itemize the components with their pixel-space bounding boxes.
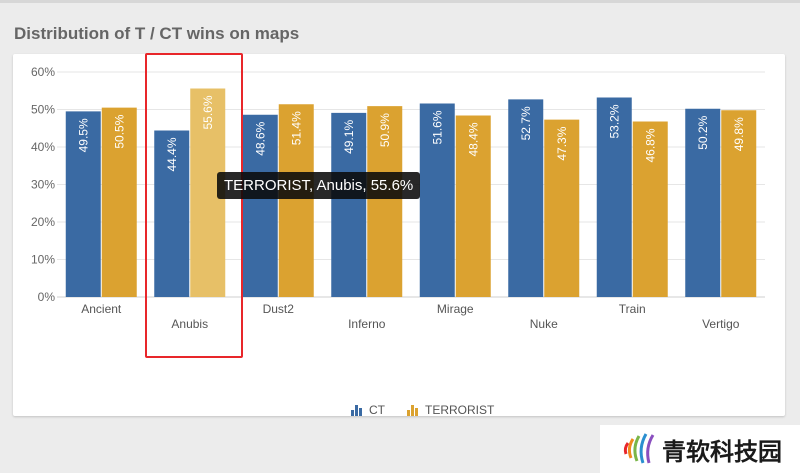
watermark: 青软科技园 bbox=[600, 425, 800, 473]
bar-chart-icon bbox=[407, 404, 419, 416]
data-label: 55.6% bbox=[201, 95, 215, 129]
data-label: 53.2% bbox=[607, 104, 621, 138]
data-label: 50.9% bbox=[378, 113, 392, 147]
x-tick-label: Vertigo bbox=[702, 317, 740, 331]
bar-ct-mirage bbox=[419, 103, 455, 297]
bar-terrorist-vertigo bbox=[721, 110, 757, 297]
chart-tooltip: TERRORIST, Anubis, 55.6% bbox=[217, 172, 421, 199]
bar-terrorist-train bbox=[632, 121, 668, 297]
data-label: 49.5% bbox=[76, 118, 90, 152]
watermark-text: 青软科技园 bbox=[662, 438, 782, 466]
legend-label-ct: CT bbox=[369, 403, 385, 417]
x-tick-label: Anubis bbox=[171, 317, 208, 331]
x-tick-label: Nuke bbox=[530, 317, 558, 331]
data-label: 44.4% bbox=[165, 137, 179, 171]
legend-label-terrorist: TERRORIST bbox=[425, 403, 495, 417]
bar-ct-nuke bbox=[508, 99, 544, 297]
x-tick-label: Dust2 bbox=[263, 302, 295, 316]
y-tick-label: 30% bbox=[31, 178, 55, 192]
y-tick-label: 0% bbox=[38, 290, 56, 304]
data-label: 46.8% bbox=[643, 128, 657, 162]
y-tick-label: 20% bbox=[31, 215, 55, 229]
data-label: 50.2% bbox=[696, 115, 710, 149]
data-label: 50.5% bbox=[112, 114, 126, 148]
highlight-box bbox=[145, 53, 243, 358]
x-tick-label: Mirage bbox=[437, 302, 474, 316]
bar-terrorist-dust2 bbox=[278, 104, 314, 297]
y-tick-label: 10% bbox=[31, 253, 55, 267]
chart-card: 0% 10% 20% 30% 40% 50% 60% 49.5% 50.5% Ancient 44.… bbox=[13, 54, 785, 418]
legend-item-ct[interactable]: CT bbox=[351, 403, 385, 417]
legend-item-terrorist[interactable]: TERRORIST bbox=[407, 403, 494, 417]
bar-ct-dust2 bbox=[242, 114, 278, 297]
data-label: 48.6% bbox=[253, 121, 267, 155]
bar-terrorist-ancient bbox=[101, 107, 137, 297]
bar-ct-anubis bbox=[154, 130, 190, 297]
bar-chart-icon bbox=[351, 404, 363, 416]
data-label: 49.1% bbox=[342, 120, 356, 154]
x-tick-label: Ancient bbox=[81, 302, 122, 316]
top-divider bbox=[0, 0, 800, 3]
data-label: 51.4% bbox=[289, 111, 303, 145]
bar-ct-ancient bbox=[65, 111, 101, 297]
bar-chart: 0% 10% 20% 30% 40% 50% 60% 49.5% 50.5% Ancient 44.… bbox=[31, 65, 765, 331]
data-label: 51.6% bbox=[430, 110, 444, 144]
y-tick-label: 40% bbox=[31, 140, 55, 154]
chart-legend: CT TERRORIST bbox=[351, 402, 516, 418]
x-tick-label: Inferno bbox=[348, 317, 386, 331]
y-tick-label: 60% bbox=[31, 65, 55, 79]
bar-terrorist-nuke bbox=[544, 119, 580, 297]
x-tick-label: Train bbox=[619, 302, 646, 316]
data-label: 48.4% bbox=[466, 122, 480, 156]
data-label: 49.8% bbox=[732, 117, 746, 151]
bar-ct-inferno bbox=[331, 112, 367, 297]
bar-ct-train bbox=[596, 97, 632, 297]
page-title: Distribution of T / CT wins on maps bbox=[14, 24, 300, 43]
data-label: 47.3% bbox=[555, 126, 569, 160]
bar-terrorist-mirage bbox=[455, 115, 491, 297]
bar-ct-vertigo bbox=[685, 108, 721, 297]
y-tick-label: 50% bbox=[31, 103, 55, 117]
watermark-logo-icon bbox=[623, 433, 655, 464]
bar-terrorist-inferno bbox=[367, 106, 403, 297]
data-label: 52.7% bbox=[519, 106, 533, 140]
